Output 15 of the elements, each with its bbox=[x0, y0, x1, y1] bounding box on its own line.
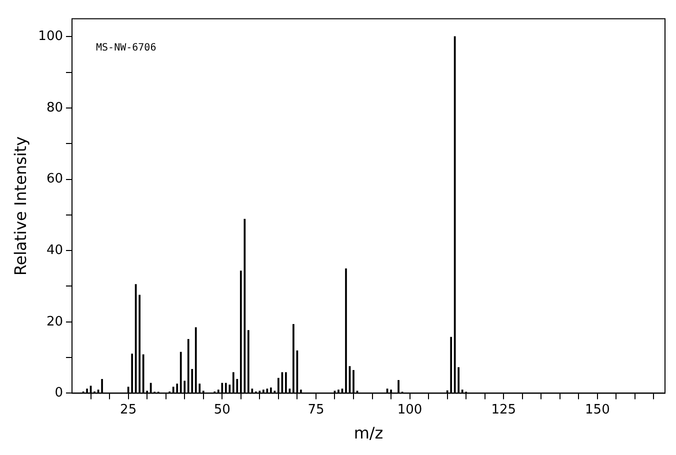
y-tick-label: 80 bbox=[46, 100, 64, 116]
x-tick-label: 125 bbox=[491, 402, 516, 418]
x-axis-title: m/z bbox=[354, 424, 384, 443]
x-tick-label: 50 bbox=[214, 402, 230, 418]
y-axis-title: Relative Intensity bbox=[10, 136, 30, 276]
y-tick-label: 20 bbox=[46, 314, 64, 330]
y-tick-label: 100 bbox=[38, 29, 64, 44]
x-tick-label: 25 bbox=[120, 402, 137, 418]
y-tick-label: 40 bbox=[46, 242, 64, 258]
annotation: MS-NW-6706 bbox=[96, 42, 156, 54]
x-tick-label: 100 bbox=[397, 402, 422, 418]
x-tick-label: 150 bbox=[585, 402, 610, 418]
y-tick-label: 0 bbox=[54, 386, 64, 401]
y-tick-label: 60 bbox=[46, 172, 64, 187]
x-tick-label: 75 bbox=[308, 402, 324, 418]
